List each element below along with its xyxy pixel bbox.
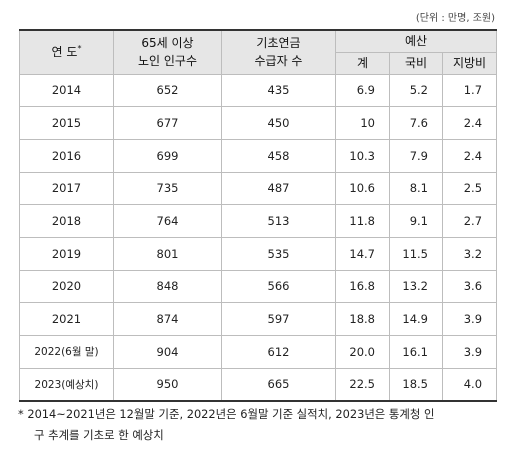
cell-budget-total: 10 <box>335 106 390 140</box>
cell-budget-local: 2.5 <box>441 172 498 206</box>
cell-budget-local: 2.4 <box>441 106 498 140</box>
cell-budget-national: 13.2 <box>389 270 443 304</box>
cell-recipients: 597 <box>221 302 336 336</box>
cell-recipients: 435 <box>221 74 336 108</box>
cell-elderly: 848 <box>113 270 222 304</box>
cell-year: 2023(예상치) <box>19 368 114 402</box>
cell-budget-total: 10.6 <box>335 172 390 206</box>
cell-budget-local: 3.2 <box>441 237 498 271</box>
cell-elderly: 801 <box>113 237 222 271</box>
cell-year: 2019 <box>19 237 114 271</box>
cell-year: 2020 <box>19 270 114 304</box>
cell-elderly: 874 <box>113 302 222 336</box>
table-row: 2015 677 450 10 7.6 2.4 <box>19 106 498 140</box>
cell-budget-local: 4.0 <box>441 368 498 402</box>
header-pension-recipients: 기초연금 수급자 수 <box>221 29 336 75</box>
header-budget-local: 지방비 <box>441 52 498 75</box>
table-row: 2021 874 597 18.8 14.9 3.9 <box>19 302 498 336</box>
header-budget: 예산 <box>334 29 498 53</box>
header-elderly-line2: 노인 인구수 <box>137 54 197 69</box>
cell-budget-total: 10.3 <box>335 139 390 173</box>
cell-budget-local: 1.7 <box>441 74 498 108</box>
footnote-line-1: * 2014~2021년은 12월말 기준, 2022년은 6월말 기준 실적치… <box>18 407 435 421</box>
header-budget-national: 국비 <box>389 52 443 75</box>
unit-label: (단위 : 만명, 조원) <box>415 13 495 24</box>
header-elderly-population: 65세 이상 노인 인구수 <box>113 29 222 75</box>
cell-elderly: 652 <box>113 74 222 108</box>
cell-budget-total: 14.7 <box>335 237 390 271</box>
footnote: * 2014~2021년은 12월말 기준, 2022년은 6월말 기준 실적치… <box>18 404 502 446</box>
cell-elderly: 735 <box>113 172 222 206</box>
cell-budget-national: 18.5 <box>389 368 443 402</box>
cell-budget-local: 3.6 <box>441 270 498 304</box>
table-row: 2023(예상치) 950 665 22.5 18.5 4.0 <box>19 368 498 402</box>
table-row: 2014 652 435 6.9 5.2 1.7 <box>19 74 498 108</box>
cell-budget-local: 3.9 <box>441 335 498 369</box>
header-elderly-line1: 65세 이상 <box>141 35 194 50</box>
cell-year: 2014 <box>19 74 114 108</box>
cell-budget-national: 11.5 <box>389 237 443 271</box>
cell-year: 2017 <box>19 172 114 206</box>
cell-recipients: 612 <box>221 335 336 369</box>
cell-elderly: 950 <box>113 368 222 402</box>
cell-budget-national: 16.1 <box>389 335 443 369</box>
cell-budget-local: 2.4 <box>441 139 498 173</box>
pension-statistics-table: 연 도* 65세 이상 노인 인구수 기초연금 수급자 수 예산 계 국비 지방… <box>19 29 498 402</box>
cell-budget-total: 18.8 <box>335 302 390 336</box>
footnote-line-2: 구 추계를 기초로 한 예상치 <box>34 428 164 442</box>
cell-recipients: 487 <box>221 172 336 206</box>
cell-year: 2016 <box>19 139 114 173</box>
cell-elderly: 904 <box>113 335 222 369</box>
cell-recipients: 535 <box>221 237 336 271</box>
header-year: 연 도* <box>19 29 114 75</box>
cell-year: 2018 <box>19 204 114 238</box>
cell-year: 2015 <box>19 106 114 140</box>
cell-recipients: 450 <box>221 106 336 140</box>
header-budget-total: 계 <box>335 52 390 75</box>
cell-budget-total: 22.5 <box>335 368 390 402</box>
table-row: 2019 801 535 14.7 11.5 3.2 <box>19 237 498 271</box>
cell-budget-national: 9.1 <box>389 204 443 238</box>
cell-elderly: 699 <box>113 139 222 173</box>
cell-budget-national: 7.6 <box>389 106 443 140</box>
cell-budget-local: 3.9 <box>441 302 498 336</box>
cell-recipients: 458 <box>221 139 336 173</box>
cell-year: 2021 <box>19 302 114 336</box>
cell-budget-national: 8.1 <box>389 172 443 206</box>
cell-budget-national: 14.9 <box>389 302 443 336</box>
table-row: 2022(6월 말) 904 612 20.0 16.1 3.9 <box>19 335 498 369</box>
table-row: 2016 699 458 10.3 7.9 2.4 <box>19 139 498 173</box>
table-row: 2018 764 513 11.8 9.1 2.7 <box>19 204 498 238</box>
cell-elderly: 764 <box>113 204 222 238</box>
cell-budget-total: 6.9 <box>335 74 390 108</box>
cell-recipients: 513 <box>221 204 336 238</box>
cell-elderly: 677 <box>113 106 222 140</box>
cell-budget-total: 20.0 <box>335 335 390 369</box>
cell-year: 2022(6월 말) <box>19 335 114 369</box>
header-year-label: 연 도 <box>51 44 78 59</box>
cell-budget-local: 2.7 <box>441 204 498 238</box>
cell-recipients: 665 <box>221 368 336 402</box>
cell-budget-national: 5.2 <box>389 74 443 108</box>
cell-budget-total: 16.8 <box>335 270 390 304</box>
header-pension-line2: 수급자 수 <box>254 54 303 69</box>
header-year-mark: * <box>77 43 82 53</box>
cell-budget-total: 11.8 <box>335 204 390 238</box>
table-row: 2017 735 487 10.6 8.1 2.5 <box>19 172 498 206</box>
cell-budget-national: 7.9 <box>389 139 443 173</box>
cell-recipients: 566 <box>221 270 336 304</box>
table-row: 2020 848 566 16.8 13.2 3.6 <box>19 270 498 304</box>
header-pension-line1: 기초연금 <box>256 35 301 50</box>
